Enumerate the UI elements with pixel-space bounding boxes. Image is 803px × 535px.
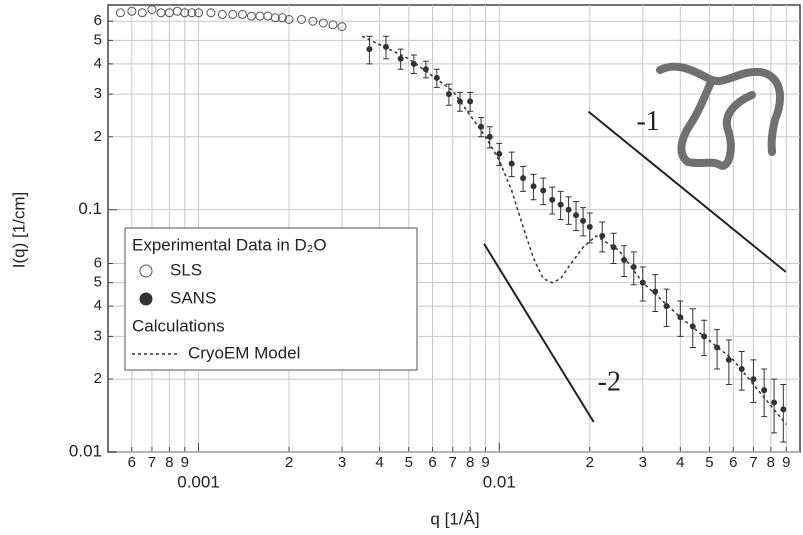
x-tick-label: 2 [586, 454, 594, 471]
x-tick-label: 5 [705, 454, 713, 471]
x-tick-label: 0.001 [177, 472, 220, 491]
sans-point [445, 91, 452, 98]
sls-point [328, 20, 338, 30]
sans-point [761, 387, 768, 394]
x-tick-label: 9 [181, 454, 189, 471]
slope-label: -1 [636, 106, 659, 137]
sans-point [540, 187, 547, 194]
structure-inset [656, 62, 784, 170]
sans-point [771, 399, 778, 406]
y-tick-label: 3 [94, 85, 102, 102]
sans-point [486, 133, 493, 140]
sls-point [237, 9, 247, 19]
x-tick-label: 2 [285, 454, 293, 471]
sls-point [228, 9, 238, 19]
sans-point [750, 376, 757, 383]
sans-point [467, 98, 474, 105]
y-tick-label: 2 [94, 128, 102, 145]
polymer-image [656, 62, 784, 170]
x-tick-label: 6 [428, 454, 436, 471]
y-tick-label: 2 [94, 370, 102, 387]
model-line [361, 35, 787, 425]
legend-title: Experimental Data in D₂O [132, 235, 327, 254]
slope-guide [587, 110, 787, 273]
x-tick-label: 3 [639, 454, 647, 471]
x-tick-label: 4 [375, 454, 383, 471]
sans-point [366, 46, 373, 53]
sls-point [217, 9, 227, 19]
sans-point [382, 43, 389, 50]
sans-point [573, 212, 580, 219]
sls-point [308, 16, 318, 26]
grid [108, 5, 800, 453]
sls-point [187, 8, 197, 18]
legend-label: CryoEM Model [188, 343, 300, 362]
sls-point [137, 8, 147, 18]
sans-point [530, 183, 537, 190]
sls-point [127, 6, 137, 16]
sans-point [580, 217, 587, 224]
sans-point [508, 160, 515, 167]
sls-point [318, 18, 328, 28]
y-tick-label: 0.01 [69, 441, 102, 460]
y-tick-label: 5 [94, 31, 102, 48]
legend-label: SLS [170, 260, 202, 279]
x-tick-label: 9 [782, 454, 790, 471]
legend-swatch [139, 264, 153, 278]
sans-point [557, 201, 564, 208]
y-tick-label: 5 [94, 274, 102, 291]
slope-guide [483, 243, 595, 423]
x-tick-label: 8 [767, 454, 775, 471]
error-bar [771, 378, 778, 434]
marks [115, 5, 787, 443]
sans-point [549, 196, 556, 203]
y-axis-label: I(q) [1/cm] [9, 192, 28, 269]
legend-swatch [139, 292, 153, 306]
x-axis-label: q [1/Å] [430, 509, 479, 528]
sls-point [337, 22, 347, 32]
x-tick-label: 8 [165, 454, 173, 471]
x-tick-label: 9 [481, 454, 489, 471]
x-tick-label: 6 [128, 454, 136, 471]
sans-point [520, 175, 527, 182]
x-tick-label: 0.01 [483, 472, 516, 491]
sls-point [194, 8, 204, 18]
x-tick-label: 3 [338, 454, 346, 471]
sans-point [586, 223, 593, 230]
x-tick-label: 4 [676, 454, 684, 471]
error-bar [780, 383, 787, 443]
x-tick-label: 7 [449, 454, 457, 471]
y-tick-label: 6 [94, 12, 102, 29]
sls-point [284, 14, 294, 24]
sans-point [565, 206, 572, 213]
y-tick-label: 0.1 [78, 199, 102, 218]
y-tick-label: 6 [94, 254, 102, 271]
sans-point [397, 55, 404, 62]
sls-point [270, 13, 280, 23]
legend-label: SANS [170, 288, 216, 307]
x-tick-label: 7 [148, 454, 156, 471]
x-tick-label: 7 [749, 454, 757, 471]
legend-box [124, 227, 418, 371]
x-tick-label: 8 [466, 454, 474, 471]
y-tick-label: 3 [94, 327, 102, 344]
y-tick-label: 4 [94, 297, 102, 314]
legend-group: Calculations [132, 316, 225, 335]
slope-label: -2 [598, 366, 621, 397]
x-tick-label: 5 [405, 454, 413, 471]
sans-point [780, 406, 787, 413]
sans-point [496, 150, 503, 157]
x-tick-label: 6 [729, 454, 737, 471]
sls-point [180, 8, 190, 18]
sls-point [297, 14, 307, 24]
sans-point [599, 232, 606, 239]
sls-point [206, 8, 216, 18]
sls-point [115, 8, 125, 18]
y-tick-label: 4 [94, 55, 102, 72]
sls-point [277, 13, 287, 23]
sans-point [725, 356, 732, 363]
sls-point [147, 5, 157, 15]
